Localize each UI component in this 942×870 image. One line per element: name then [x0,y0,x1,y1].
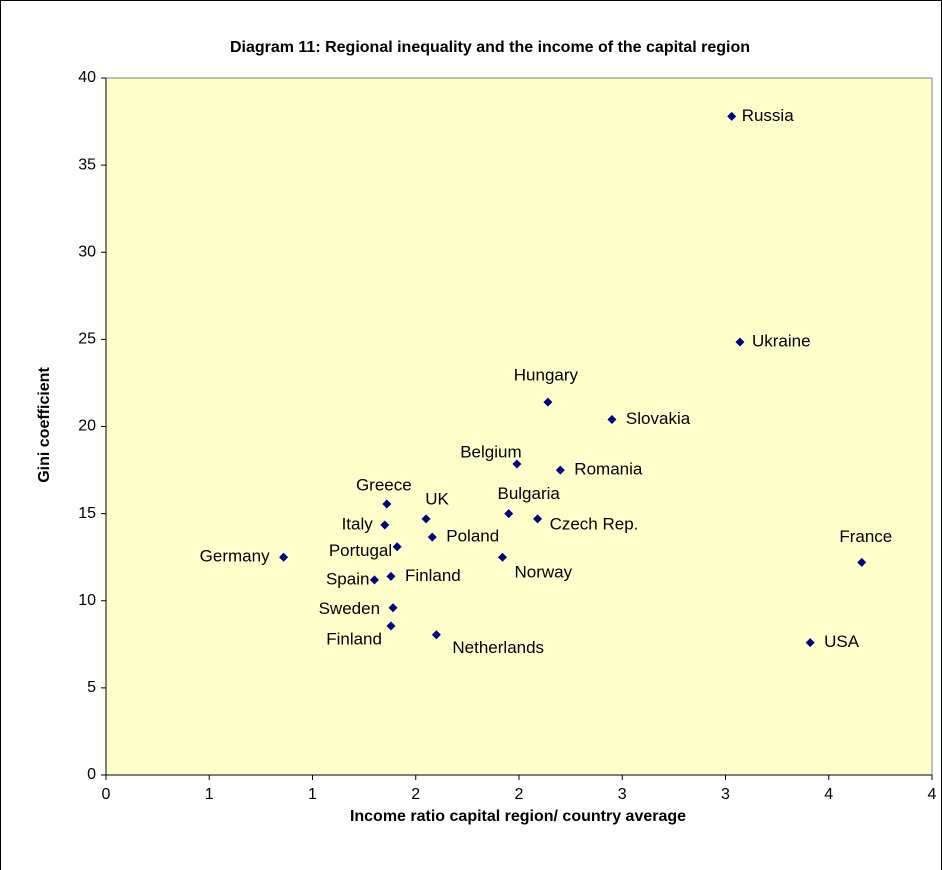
point-label: Slovakia [626,409,691,428]
data-point [857,557,867,567]
point-label: UK [425,489,449,508]
point-label: USA [824,632,860,651]
plot-area [105,77,933,776]
point-label: Netherlands [452,638,544,657]
data-point [386,621,396,631]
point-label: Hungary [514,366,579,385]
y-tick-label: 40 [78,69,96,86]
x-axis-label: Income ratio capital region/ country ave… [350,808,686,825]
x-tick-label: 0 [102,786,111,803]
data-point [805,638,815,648]
data-point [727,111,737,121]
x-tick-label: 2 [515,786,524,803]
data-point [607,415,617,425]
point-label: Russia [742,106,795,125]
x-tick-label: 4 [824,786,833,803]
data-point [279,552,289,562]
y-tick-label: 20 [78,418,96,435]
data-point [382,499,392,509]
data-point [392,542,402,552]
x-tick-label: 1 [205,786,214,803]
point-label: Greece [356,476,412,495]
y-tick-label: 0 [87,766,96,783]
data-point [555,465,565,475]
data-point [431,630,441,640]
point-label: Italy [342,514,374,533]
data-point [380,520,390,530]
data-point [497,552,507,562]
y-tick-label: 15 [78,505,96,522]
point-label: France [839,527,892,546]
y-axis-label: Gini coefficient [36,367,53,483]
point-label: Romania [574,460,643,479]
data-point [369,575,379,585]
y-tick-label: 35 [78,156,96,173]
chart-title: Diagram 11: Regional inequality and the … [230,39,750,56]
y-tick-label: 5 [87,679,96,696]
point-label: Czech Rep. [550,514,639,533]
point-label: Poland [446,527,499,546]
point-label: Portugal [329,541,392,560]
point-label: Bulgaria [497,484,560,503]
point-label: Sweden [319,599,380,618]
data-point [386,571,396,581]
data-point [533,514,543,524]
y-tick-label: 10 [78,592,96,609]
data-point [504,509,514,519]
y-tick-label: 30 [78,243,96,260]
data-point [543,397,553,407]
y-tick-label: 25 [78,331,96,348]
data-point [512,459,522,469]
point-label: Belgium [460,442,521,461]
point-label: Ukraine [752,331,811,350]
point-label: Spain [326,569,369,588]
x-tick-label: 3 [721,786,730,803]
point-label: Norway [514,563,572,582]
x-tick-label: 1 [308,786,317,803]
data-point [427,532,437,542]
point-label: Germany [200,547,270,566]
data-point [735,337,745,347]
point-label: Finland [326,630,382,649]
x-tick-label: 3 [618,786,627,803]
data-point [388,603,398,613]
x-tick-label: 4 [928,786,937,803]
point-label: Finland [405,566,461,585]
data-point [421,514,431,524]
x-tick-label: 2 [411,786,420,803]
